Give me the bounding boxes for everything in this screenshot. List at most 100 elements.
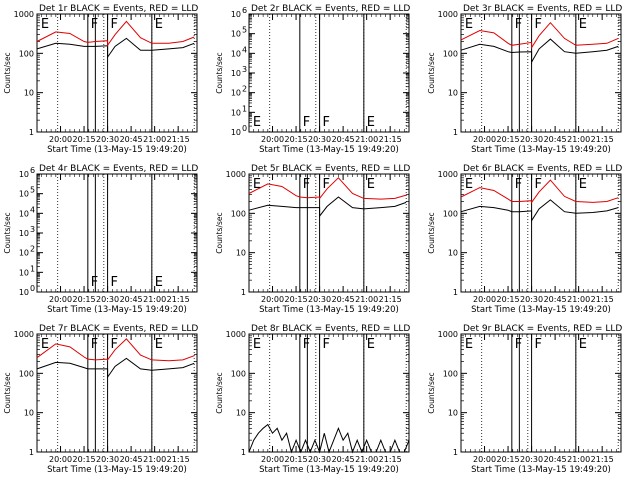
- mode-marker-label: F: [322, 177, 329, 192]
- x-axis-label: Start Time (13-May-15 19:49:20): [47, 305, 187, 315]
- mode-marker-label: E: [367, 177, 375, 192]
- y-tick-label: 10: [231, 49, 241, 58]
- x-tick-label: 21:00: [143, 135, 166, 144]
- y-tick-exponent: 0: [242, 124, 247, 133]
- y-tick-label: 1000: [14, 10, 34, 19]
- y-tick-label: 1: [241, 288, 246, 297]
- panel-det-1r: Det 1r BLACK = Events, RED = LLD 1 10 100 10…: [3, 4, 198, 155]
- y-tick-label: 1: [29, 448, 34, 457]
- y-tick-label: 10: [231, 69, 241, 78]
- x-tick-label: 21:15: [167, 135, 190, 144]
- x-tick-label: 20:30: [308, 295, 331, 304]
- x-tick-label: 20:45: [544, 455, 567, 464]
- y-tick-exponent: 4: [30, 205, 35, 214]
- x-tick-label: 20:00: [49, 455, 72, 464]
- x-axis-label: Start Time (13-May-15 19:49:20): [47, 465, 187, 475]
- x-tick-label: 20:30: [96, 455, 119, 464]
- x-tick-label: 20:15: [285, 135, 308, 144]
- x-tick-label: 21:00: [355, 455, 378, 464]
- mode-marker-label: F: [303, 177, 310, 192]
- y-tick-exponent: 1: [30, 264, 35, 273]
- y-tick-exponent: 3: [30, 225, 35, 234]
- chart-title: Det 3r BLACK = Events, RED = LLD: [463, 4, 622, 14]
- panel-det-8r: Det 8r BLACK = Events, RED = LLD 1 10 100 10…: [215, 324, 410, 475]
- y-tick-exponent: 0: [30, 284, 35, 293]
- mode-marker-label: E: [41, 17, 49, 32]
- x-tick-label: 21:00: [355, 295, 378, 304]
- x-tick-label: 21:00: [355, 135, 378, 144]
- chart-title: Det 5r BLACK = Events, RED = LLD: [251, 164, 410, 174]
- x-tick-label: 20:00: [473, 295, 496, 304]
- mode-marker-label: F: [322, 115, 329, 130]
- series-line-events: [36, 357, 195, 379]
- x-tick-label: 20:00: [261, 135, 284, 144]
- y-tick-label: 10: [448, 249, 458, 258]
- y-tick-exponent: 5: [242, 26, 247, 35]
- x-tick-label: 20:00: [473, 455, 496, 464]
- chart-title: Det 1r BLACK = Events, RED = LLD: [39, 4, 198, 14]
- panel-det-9r: Det 9r BLACK = Events, RED = LLD 1 10 100 10…: [427, 324, 622, 475]
- chart-title: Det 7r BLACK = Events, RED = LLD: [39, 324, 198, 334]
- y-tick-label: 1000: [226, 170, 246, 179]
- x-tick-label: 21:15: [379, 135, 402, 144]
- y-tick-label: 10: [19, 190, 29, 199]
- y-axis-label: Counts/sec: [427, 52, 436, 93]
- x-tick-label: 20:30: [308, 455, 331, 464]
- y-tick-exponent: 6: [242, 6, 247, 15]
- x-tick-label: 20:30: [308, 135, 331, 144]
- mode-marker-label: E: [253, 177, 261, 192]
- mode-marker-label: F: [91, 275, 98, 290]
- y-tick-label: 10: [24, 89, 34, 98]
- x-tick-label: 21:00: [143, 455, 166, 464]
- series-line-lld: [248, 177, 407, 200]
- mode-marker-label: F: [515, 17, 522, 32]
- mode-marker-label: E: [579, 177, 587, 192]
- mode-marker-label: E: [367, 337, 375, 352]
- mode-marker-label: E: [155, 17, 163, 32]
- y-tick-label: 1: [29, 128, 34, 137]
- mode-marker-label: E: [41, 337, 49, 352]
- y-tick-label: 1: [453, 128, 458, 137]
- x-tick-label: 21:00: [567, 135, 590, 144]
- x-tick-label: 21:00: [567, 295, 590, 304]
- x-tick-label: 20:15: [285, 295, 308, 304]
- x-tick-label: 20:45: [120, 135, 143, 144]
- y-tick-label: 100: [231, 209, 246, 218]
- x-tick-label: 20:00: [261, 455, 284, 464]
- chart-title: Det 2r BLACK = Events, RED = LLD: [251, 4, 410, 14]
- series-line-events: [248, 423, 410, 454]
- y-tick-label: 100: [19, 369, 34, 378]
- panel-det-3r: Det 3r BLACK = Events, RED = LLD 1 10 100 10…: [427, 4, 622, 155]
- y-tick-label: 100: [443, 369, 458, 378]
- y-tick-label: 1: [241, 448, 246, 457]
- y-axis-label: Counts/sec: [215, 52, 224, 93]
- mode-marker-label: F: [534, 17, 541, 32]
- series-line-events: [460, 199, 619, 223]
- x-tick-label: 20:15: [497, 135, 520, 144]
- series-line-lld: [36, 20, 195, 47]
- x-axis-label: Start Time (13-May-15 19:49:20): [471, 145, 611, 155]
- y-axis-label: Counts/sec: [3, 372, 12, 413]
- y-axis-label: Counts/sec: [215, 372, 224, 413]
- x-tick-label: 20:00: [49, 135, 72, 144]
- x-tick-label: 21:15: [591, 295, 614, 304]
- mode-marker-label: F: [515, 337, 522, 352]
- x-tick-label: 20:30: [96, 135, 119, 144]
- x-tick-label: 20:00: [261, 295, 284, 304]
- y-axis-label: Counts/sec: [3, 52, 12, 93]
- y-tick-label: 1: [453, 288, 458, 297]
- x-tick-label: 20:45: [120, 295, 143, 304]
- x-tick-label: 20:45: [120, 455, 143, 464]
- y-tick-label: 1: [453, 448, 458, 457]
- chart-title: Det 6r BLACK = Events, RED = LLD: [463, 164, 622, 174]
- x-tick-label: 21:15: [379, 455, 402, 464]
- series-line-lld: [460, 21, 619, 50]
- y-tick-label: 1000: [438, 170, 458, 179]
- y-axis-label: Counts/sec: [427, 372, 436, 413]
- mode-marker-label: F: [534, 337, 541, 352]
- x-tick-label: 20:45: [544, 135, 567, 144]
- series-line-lld: [460, 179, 619, 204]
- x-tick-label: 21:15: [379, 295, 402, 304]
- y-tick-label: 100: [443, 49, 458, 58]
- mode-marker-label: F: [110, 17, 117, 32]
